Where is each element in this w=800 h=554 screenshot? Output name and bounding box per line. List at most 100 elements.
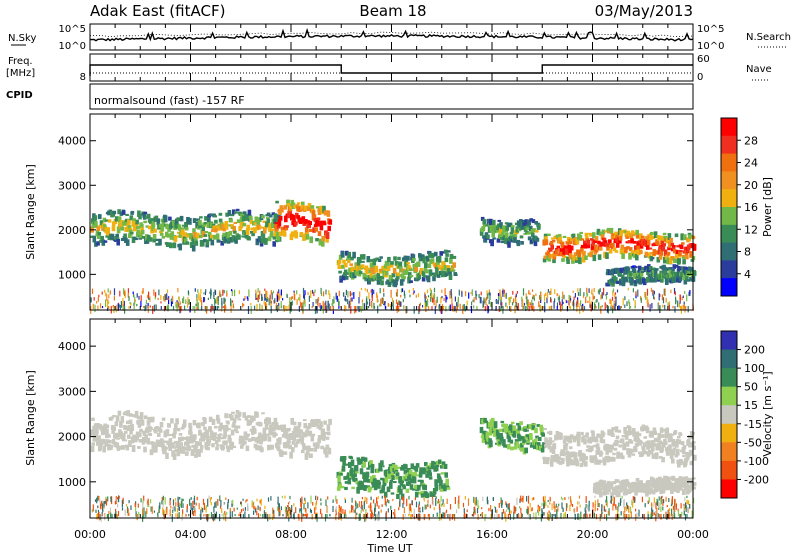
noise-cell — [240, 501, 242, 505]
data-cell — [378, 462, 382, 470]
noise-cell — [234, 289, 236, 297]
noise-cell — [659, 306, 661, 313]
noise-cell — [338, 290, 340, 297]
data-cell — [375, 257, 379, 261]
noise-cell — [441, 304, 443, 311]
noise-cell — [519, 498, 521, 503]
noise-cell — [117, 303, 119, 311]
data-cell — [632, 273, 637, 279]
noise-cell — [408, 503, 411, 511]
noise-cell — [255, 292, 258, 298]
data-cell — [208, 213, 213, 217]
noise-cell — [562, 291, 564, 299]
data-cell — [305, 450, 310, 455]
noise-cell — [540, 292, 542, 296]
data-cell — [666, 237, 670, 244]
noise-cell — [651, 303, 653, 309]
data-cell — [363, 277, 368, 280]
noise-cell — [503, 289, 505, 294]
noise-cell — [303, 299, 305, 304]
data-cell — [419, 268, 424, 275]
noise-cell — [193, 497, 195, 505]
noise-cell — [185, 514, 187, 517]
data-cell — [298, 217, 303, 224]
data-cell — [148, 237, 153, 242]
data-cell — [593, 482, 597, 486]
data-cell — [580, 246, 584, 254]
noise-cell — [304, 497, 306, 501]
noise-cell — [155, 292, 157, 298]
noise-cell — [528, 290, 530, 295]
data-cell — [619, 452, 624, 456]
data-cell — [499, 227, 503, 235]
data-cell — [670, 433, 675, 436]
data-cell — [645, 490, 649, 497]
noise-cell — [254, 305, 256, 310]
noise-cell — [632, 298, 635, 301]
data-cell — [296, 425, 301, 432]
noise-cell — [109, 290, 111, 295]
noise-cell — [678, 302, 681, 308]
data-cell — [245, 228, 250, 235]
data-cell — [394, 280, 398, 286]
noise-cell — [231, 511, 233, 517]
noise-cell — [478, 505, 480, 509]
data-cell — [690, 267, 694, 274]
noise-cell — [664, 304, 666, 310]
data-cell — [302, 446, 306, 451]
noise-cell — [689, 290, 691, 295]
noise-cell — [435, 496, 437, 499]
data-cell — [90, 445, 95, 453]
noise-cell — [354, 508, 356, 514]
noise-cell — [223, 501, 225, 505]
data-cell — [623, 230, 628, 234]
noise-cell — [377, 513, 379, 522]
noise-cell — [506, 306, 508, 309]
noise-cell — [180, 501, 182, 508]
data-cell — [433, 273, 437, 278]
data-cell — [95, 437, 100, 444]
data-cell — [169, 242, 173, 249]
data-cell — [188, 425, 193, 432]
data-cell — [242, 223, 247, 227]
data-cell — [692, 482, 697, 487]
noise-cell — [381, 495, 383, 499]
data-cell — [341, 251, 345, 258]
noise-cell — [561, 502, 563, 509]
noise-cell — [100, 501, 103, 505]
data-cell — [370, 467, 374, 474]
data-cell — [362, 272, 367, 276]
data-cell — [440, 485, 445, 489]
noise-cell — [360, 288, 363, 291]
noise-cell — [288, 304, 290, 311]
data-cell — [677, 435, 681, 439]
noise-cell — [439, 303, 441, 307]
data-cell — [150, 218, 154, 224]
data-cell — [510, 446, 514, 451]
noise-cell — [357, 503, 359, 509]
data-cell — [210, 229, 215, 232]
data-cell — [354, 465, 359, 472]
noise-cell — [286, 294, 288, 299]
data-cell — [201, 231, 206, 238]
noise-cell — [470, 291, 472, 295]
noise-cell — [668, 301, 671, 305]
noise-cell — [209, 497, 211, 503]
data-cell — [500, 240, 505, 244]
noise-cell — [142, 501, 144, 509]
data-cell — [124, 237, 128, 243]
data-cell — [615, 441, 619, 445]
noise-cell — [418, 513, 420, 521]
noise-cell — [653, 512, 655, 516]
noise-cell — [107, 306, 109, 311]
data-cell — [483, 237, 488, 243]
y-tick-label: 2000 — [58, 431, 86, 444]
data-cell — [371, 484, 376, 488]
data-cell — [622, 479, 627, 482]
data-cell — [104, 219, 109, 222]
noise-cell — [537, 507, 539, 513]
data-cell — [250, 416, 254, 423]
noise-cell — [629, 306, 632, 309]
data-cell — [513, 236, 517, 243]
